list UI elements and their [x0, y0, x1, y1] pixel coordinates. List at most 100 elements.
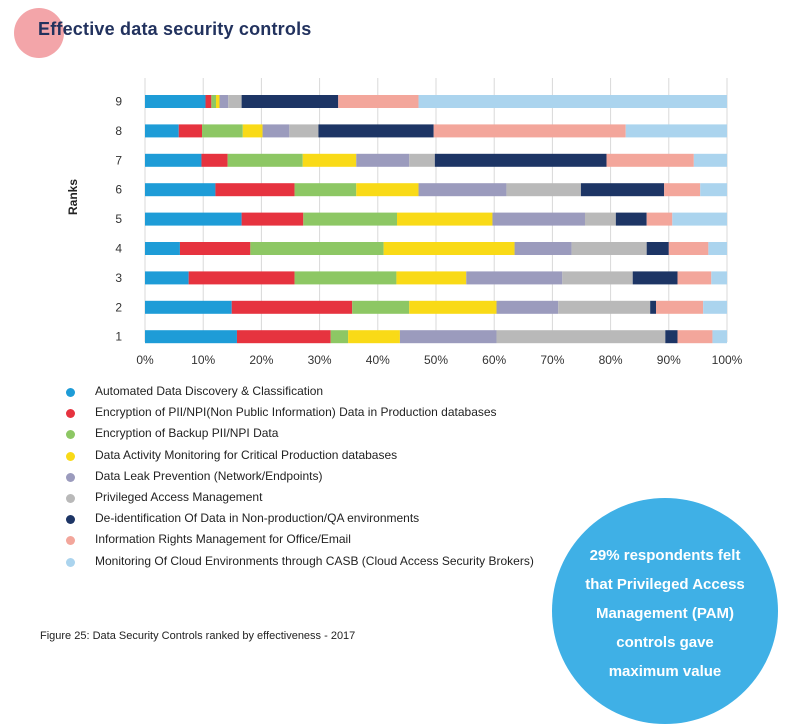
- callout-circle: 29% respondents felt that Privileged Acce…: [552, 498, 778, 724]
- bar-segment: [655, 300, 704, 314]
- bar-segment: [219, 95, 229, 108]
- bar-segment: [348, 330, 400, 344]
- bar-segment: [236, 330, 331, 344]
- bar-segment: [625, 124, 727, 138]
- bar-segment: [672, 212, 727, 226]
- bar-segment: [711, 271, 727, 285]
- bar-segment: [179, 242, 251, 255]
- bar-segment: [188, 271, 295, 285]
- bar-segment: [700, 183, 727, 197]
- bar-segment: [615, 212, 647, 226]
- bar-segment: [650, 300, 656, 314]
- bar-segment: [606, 153, 694, 167]
- bar-segment: [318, 124, 434, 138]
- legend-swatch: [66, 557, 75, 567]
- x-tick-label: 80%: [599, 353, 623, 367]
- bar-segment: [294, 271, 397, 285]
- legend-swatch: [66, 451, 75, 461]
- bar-segment: [178, 124, 203, 138]
- bar-segment: [418, 95, 727, 108]
- bar-segment: [496, 330, 666, 344]
- legend-swatch: [66, 388, 75, 397]
- bar-segment: [145, 153, 202, 167]
- stacked-bar-chart: 0% 10% 20% 30% 40% 50% 60% 70% 80% 90% 100% 9 8 7 6 5 4 3…: [115, 78, 743, 367]
- bar-segment: [665, 330, 678, 344]
- bar-segment: [215, 183, 295, 197]
- y-tick-label: 4: [115, 242, 122, 256]
- bar-segment: [216, 95, 220, 108]
- callout-line: that Privileged Access: [585, 576, 745, 593]
- legend-swatch: [66, 536, 75, 546]
- bar-segment: [228, 95, 242, 108]
- bar-segment: [664, 183, 701, 197]
- bar-segment: [352, 300, 410, 314]
- bar-segment: [356, 183, 419, 197]
- legend-swatch: [66, 515, 75, 525]
- bar-segment: [145, 300, 232, 314]
- x-tick-label: 30%: [308, 353, 332, 367]
- legend-swatch: [66, 430, 75, 440]
- bar-segment: [211, 95, 217, 108]
- legend-label: Privileged Access Management: [95, 489, 263, 504]
- bar-segment: [242, 124, 263, 138]
- legend-label: Encryption of Backup PII/NPI Data: [95, 426, 279, 441]
- y-tick-label: 7: [115, 153, 122, 167]
- bar-segment: [632, 271, 678, 285]
- bar-segment: [202, 124, 243, 138]
- legend-label: Data Leak Prevention (Network/Endpoints): [95, 468, 323, 483]
- bar-segment: [646, 242, 669, 255]
- x-tick-label: 0%: [136, 353, 154, 367]
- y-tick-label: 1: [115, 330, 122, 344]
- legend-label: Monitoring Of Cloud Environments through…: [95, 553, 534, 568]
- x-tick-label: 50%: [424, 353, 448, 367]
- bar-segment: [668, 242, 709, 255]
- y-tick-label: 9: [115, 95, 122, 109]
- legend-swatch: [66, 472, 75, 482]
- bar-segment: [294, 183, 357, 197]
- bar-segment: [289, 124, 319, 138]
- bar-segment: [145, 242, 180, 255]
- legend-label: Data Activity Monitoring for Critical Pr…: [95, 447, 398, 462]
- bar-segment: [496, 300, 559, 314]
- bar-segment: [409, 300, 497, 314]
- bar-segment: [145, 212, 242, 226]
- bar-segment: [703, 300, 727, 314]
- x-tick-label: 60%: [482, 353, 506, 367]
- bar-segment: [514, 242, 572, 255]
- bar-segment: [409, 153, 435, 167]
- x-tick-label: 100%: [712, 353, 743, 367]
- bar-segment: [571, 242, 647, 255]
- bar-segment: [677, 330, 713, 344]
- bar-segment: [145, 124, 179, 138]
- bar-segment: [399, 330, 497, 344]
- bar-segment: [584, 212, 616, 226]
- y-tick-label: 6: [115, 183, 122, 197]
- bar-segment: [241, 95, 339, 108]
- bar-segment: [433, 124, 626, 138]
- y-tick-label: 3: [115, 271, 122, 285]
- callout-line: controls gave: [616, 634, 714, 651]
- bar-segment: [145, 271, 189, 285]
- y-axis-label: Ranks: [66, 178, 80, 215]
- page-title: Effective data security controls: [38, 19, 312, 39]
- bar-segment: [580, 183, 665, 197]
- bar-segment: [201, 153, 228, 167]
- bar-segment: [562, 271, 633, 285]
- y-tick-label: 2: [115, 300, 122, 314]
- bar-segment: [434, 153, 607, 167]
- bar-segment: [693, 153, 727, 167]
- bar-segment: [677, 271, 712, 285]
- x-tick-label: 20%: [249, 353, 273, 367]
- y-tick-label: 8: [115, 124, 122, 138]
- chart-gridlines: [144, 78, 728, 342]
- x-tick-label: 90%: [657, 353, 681, 367]
- legend-label: Encryption of PII/NPI(Non Public Informa…: [95, 405, 497, 420]
- callout-line: Management (PAM): [595, 605, 735, 622]
- bar-segment: [145, 95, 206, 108]
- bar-segment: [231, 300, 353, 314]
- bar-segment: [338, 95, 419, 108]
- legend-label: Information Rights Management for Office…: [95, 532, 351, 547]
- chart-bars: [145, 95, 727, 344]
- x-tick-label: 10%: [191, 353, 215, 367]
- bar-segment: [466, 271, 563, 285]
